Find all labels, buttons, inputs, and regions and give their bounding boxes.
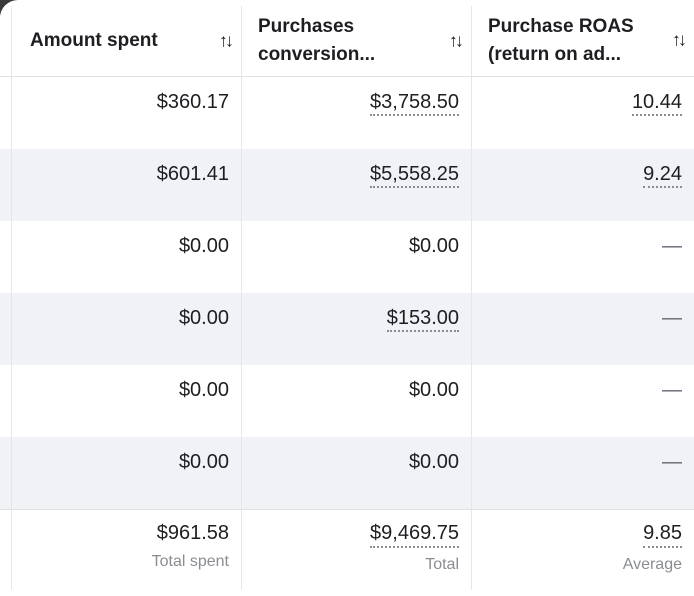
total-amount-spent-value: $961.58 — [156, 522, 229, 544]
table-row: $0.00 $0.00 — — [0, 221, 694, 293]
table-row: $0.00 $0.00 — — [0, 365, 694, 437]
table-row: $601.41 $5,558.25 9.24 — [0, 149, 694, 221]
table-row: $360.17 $3,758.50 10.44 — [0, 77, 694, 149]
table-row: $0.00 $153.00 — — [0, 293, 694, 365]
purchases-conversion-value[interactable]: $3,758.50 — [370, 91, 459, 116]
purchases-conversion-cell: $0.00 — [242, 221, 472, 293]
column-header-amount-spent[interactable]: Amount spent ↑↓ — [12, 6, 242, 76]
average-roas-label: Average — [622, 556, 682, 573]
amount-spent-cell: $0.00 — [12, 365, 242, 437]
purchases-conversion-value[interactable]: $5,558.25 — [370, 163, 459, 188]
column-header-label: Amount spent — [30, 30, 158, 51]
sort-arrows-icon[interactable]: ↑↓ — [449, 30, 464, 51]
purchases-conversion-cell: $3,758.50 — [242, 77, 472, 149]
table-summary-row: $961.58 Total spent $9,469.75 Total 9.85… — [0, 509, 694, 590]
roas-cell: — — [662, 379, 682, 401]
table-row: $0.00 $0.00 — — [0, 437, 694, 509]
average-roas-value[interactable]: 9.85 — [643, 522, 682, 548]
amount-spent-cell: $601.41 — [12, 149, 242, 221]
total-amount-spent-label: Total spent — [151, 553, 229, 570]
roas-cell: — — [662, 307, 682, 329]
column-header-purchases-conversion[interactable]: Purchases conversion... ↑↓ — [242, 6, 472, 76]
column-header-label: Purchases conversion... — [258, 16, 376, 65]
table-header: Amount spent ↑↓ Purchases conversion... … — [0, 6, 694, 77]
purchases-conversion-cell: $0.00 — [242, 437, 472, 509]
sort-arrows-icon[interactable]: ↑↓ — [672, 29, 687, 50]
total-purchases-conversion-label: Total — [425, 556, 459, 573]
total-purchases-conversion-cell: $9,469.75 Total — [242, 510, 472, 590]
roas-value[interactable]: 10.44 — [631, 91, 682, 116]
purchases-conversion-value[interactable]: $153.00 — [386, 307, 459, 332]
total-purchases-conversion-value[interactable]: $9,469.75 — [370, 522, 459, 548]
sort-arrows-icon[interactable]: ↑↓ — [219, 30, 234, 51]
amount-spent-cell: $0.00 — [12, 437, 242, 509]
roas-value[interactable]: 9.24 — [643, 163, 682, 188]
purchases-conversion-cell: $153.00 — [242, 293, 472, 365]
column-header-purchase-roas[interactable]: Purchase ROAS (return on ad... ↑↓ — [472, 6, 694, 76]
header-spacer — [0, 6, 12, 76]
amount-spent-cell: $0.00 — [12, 221, 242, 293]
roas-cell: 9.24 — [472, 149, 694, 221]
roas-cell: — — [662, 235, 682, 257]
average-roas-cell: 9.85 Average — [472, 510, 694, 590]
amount-spent-cell: $360.17 — [12, 77, 242, 149]
roas-cell: — — [662, 451, 682, 473]
ads-metrics-table: Amount spent ↑↓ Purchases conversion... … — [0, 6, 694, 590]
roas-cell: 10.44 — [472, 77, 694, 149]
purchases-conversion-cell: $5,558.25 — [242, 149, 472, 221]
amount-spent-cell: $0.00 — [12, 293, 242, 365]
total-amount-spent-cell: $961.58 Total spent — [12, 510, 242, 590]
purchases-conversion-cell: $0.00 — [242, 365, 472, 437]
column-header-label: Purchase ROAS (return on ad... — [488, 16, 634, 65]
